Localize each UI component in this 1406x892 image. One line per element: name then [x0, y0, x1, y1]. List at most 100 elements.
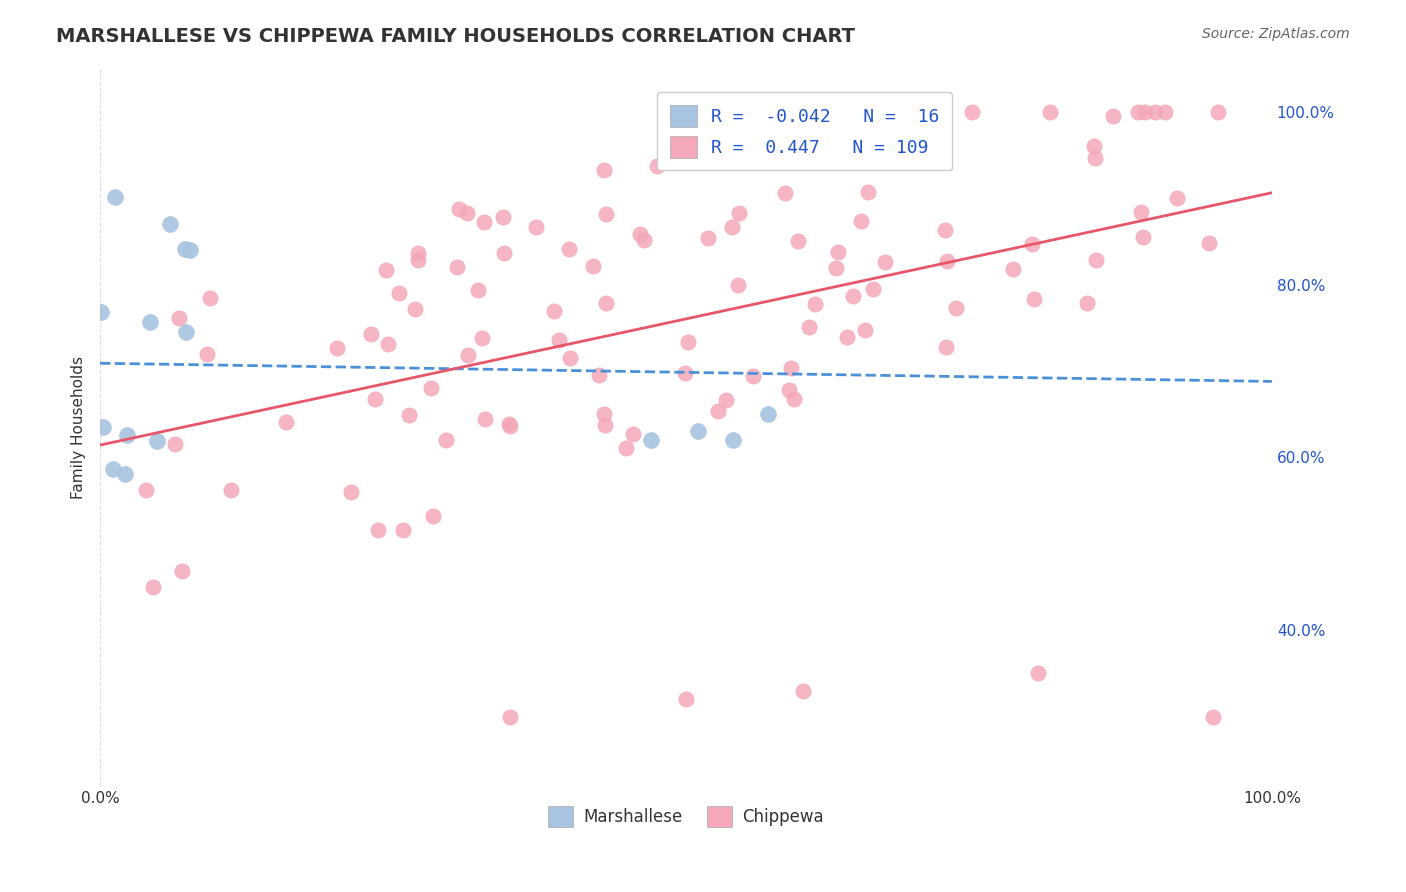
Point	[792, 683, 814, 698]
Point	[824, 260, 846, 275]
Point	[1144, 104, 1167, 119]
Point	[375, 263, 398, 277]
Point	[645, 159, 668, 173]
Point	[165, 437, 187, 451]
Point	[558, 351, 581, 365]
Point	[595, 296, 617, 310]
Point	[686, 425, 709, 439]
Point	[593, 162, 616, 177]
Point	[935, 340, 957, 354]
Point	[103, 190, 125, 204]
Point	[945, 301, 967, 315]
Point	[526, 220, 548, 235]
Point	[198, 292, 221, 306]
Point	[623, 426, 645, 441]
Point	[1202, 709, 1225, 723]
Point	[547, 333, 569, 347]
Point	[142, 580, 165, 594]
Point	[960, 104, 983, 119]
Point	[756, 407, 779, 421]
Text: Source: ZipAtlas.com: Source: ZipAtlas.com	[1202, 27, 1350, 41]
Point	[1102, 109, 1125, 123]
Point	[728, 206, 751, 220]
Point	[849, 214, 872, 228]
Point	[367, 523, 389, 537]
Point	[159, 217, 181, 231]
Point	[219, 483, 242, 497]
Point	[582, 259, 605, 273]
Point	[856, 186, 879, 200]
Point	[595, 207, 617, 221]
Point	[446, 260, 468, 275]
Point	[499, 709, 522, 723]
Point	[1084, 253, 1107, 268]
Point	[139, 314, 162, 328]
Point	[742, 369, 765, 384]
Point	[803, 297, 825, 311]
Point	[419, 381, 441, 395]
Point	[827, 245, 849, 260]
Point	[853, 323, 876, 337]
Point	[1076, 296, 1098, 310]
Point	[146, 434, 169, 448]
Point	[721, 219, 744, 234]
Point	[633, 233, 655, 247]
Point	[1132, 229, 1154, 244]
Point	[787, 234, 810, 248]
Point	[707, 404, 730, 418]
Y-axis label: Family Households: Family Households	[72, 356, 86, 499]
Point	[1198, 235, 1220, 250]
Point	[1021, 237, 1043, 252]
Point	[862, 282, 884, 296]
Point	[457, 348, 479, 362]
Point	[467, 283, 489, 297]
Point	[721, 433, 744, 447]
Point	[696, 231, 718, 245]
Point	[558, 242, 581, 256]
Point	[782, 392, 804, 406]
Point	[842, 289, 865, 303]
Point	[408, 253, 430, 268]
Point	[388, 286, 411, 301]
Point	[498, 417, 520, 432]
Legend: Marshallese, Chippewa: Marshallese, Chippewa	[540, 797, 832, 835]
Point	[101, 461, 124, 475]
Point	[543, 304, 565, 318]
Point	[1206, 104, 1229, 119]
Point	[91, 420, 114, 434]
Point	[1130, 205, 1153, 219]
Point	[1084, 151, 1107, 165]
Point	[404, 302, 426, 317]
Point	[406, 246, 429, 260]
Point	[474, 412, 496, 426]
Point	[326, 342, 349, 356]
Point	[1166, 191, 1188, 205]
Point	[340, 485, 363, 500]
Point	[727, 278, 749, 293]
Point	[685, 145, 707, 160]
Point	[1083, 139, 1105, 153]
Point	[169, 310, 191, 325]
Point	[135, 483, 157, 497]
Point	[1024, 293, 1046, 307]
Point	[434, 434, 457, 448]
Point	[835, 330, 858, 344]
Point	[494, 245, 516, 260]
Point	[778, 383, 800, 397]
Point	[640, 433, 662, 447]
Point	[492, 210, 515, 224]
Point	[364, 392, 387, 406]
Point	[936, 253, 959, 268]
Point	[797, 319, 820, 334]
Point	[934, 223, 956, 237]
Point	[773, 186, 796, 201]
Point	[1154, 104, 1177, 119]
Point	[592, 407, 614, 421]
Point	[90, 305, 112, 319]
Point	[471, 331, 494, 345]
Point	[170, 565, 193, 579]
Point	[1126, 104, 1149, 119]
Point	[678, 335, 700, 350]
Point	[628, 227, 651, 242]
Point	[274, 415, 297, 429]
